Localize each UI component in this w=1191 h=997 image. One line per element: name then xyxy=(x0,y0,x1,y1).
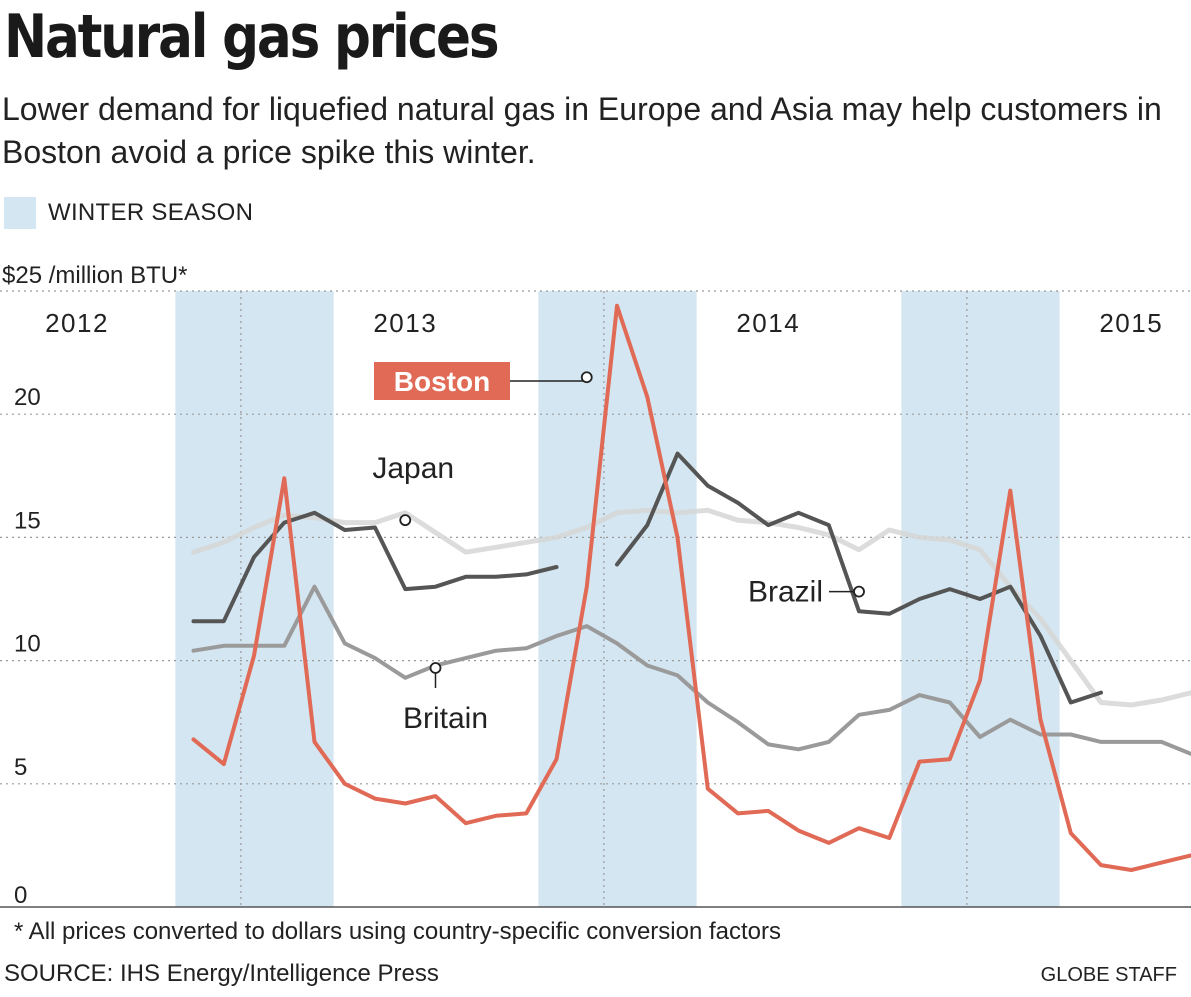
credit: GLOBE STAFF xyxy=(1040,964,1177,986)
brazil-label: Brazil xyxy=(748,576,823,609)
britain-series-line xyxy=(191,584,1191,757)
year-label-2014: 2014 xyxy=(736,308,800,338)
y-tick-label-15: 15 xyxy=(14,507,41,534)
britain-label: Britain xyxy=(403,702,488,735)
legend-winter-swatch xyxy=(4,197,36,229)
legend-winter-label: WINTER SEASON xyxy=(48,199,254,226)
y-tick-label-25: $25 /million BTU* xyxy=(2,262,187,289)
brazil-series-line-2 xyxy=(615,451,1103,705)
chart-title: Natural gas prices xyxy=(4,2,500,72)
y-tick-label-0: 0 xyxy=(14,882,27,909)
y-tick-label-10: 10 xyxy=(14,631,41,658)
japan-label: Japan xyxy=(372,452,454,485)
brazil-label-marker xyxy=(853,585,865,598)
y-tick-label-5: 5 xyxy=(14,754,27,781)
year-label-2015: 2015 xyxy=(1099,308,1163,338)
chart-subtitle: Lower demand for liquefied natural gas i… xyxy=(2,91,1162,170)
source-note: SOURCE: IHS Energy/Intelligence Press xyxy=(4,960,439,987)
year-label-2012: 2012 xyxy=(45,308,109,338)
winter-band-2 xyxy=(538,291,697,907)
boston-label: Boston xyxy=(394,366,490,397)
boston-series-line xyxy=(191,303,1191,872)
y-tick-label-20: 20 xyxy=(14,384,41,411)
japan-label-marker xyxy=(399,514,412,527)
boston-label-box xyxy=(374,362,510,400)
britain-label-marker xyxy=(429,662,442,674)
footnote: * All prices converted to dollars using … xyxy=(14,918,782,945)
brazil-series-line-1 xyxy=(191,510,559,624)
legend: WINTER SEASON xyxy=(4,197,253,229)
boston-label-marker xyxy=(580,371,593,384)
year-label-2013: 2013 xyxy=(373,308,437,338)
